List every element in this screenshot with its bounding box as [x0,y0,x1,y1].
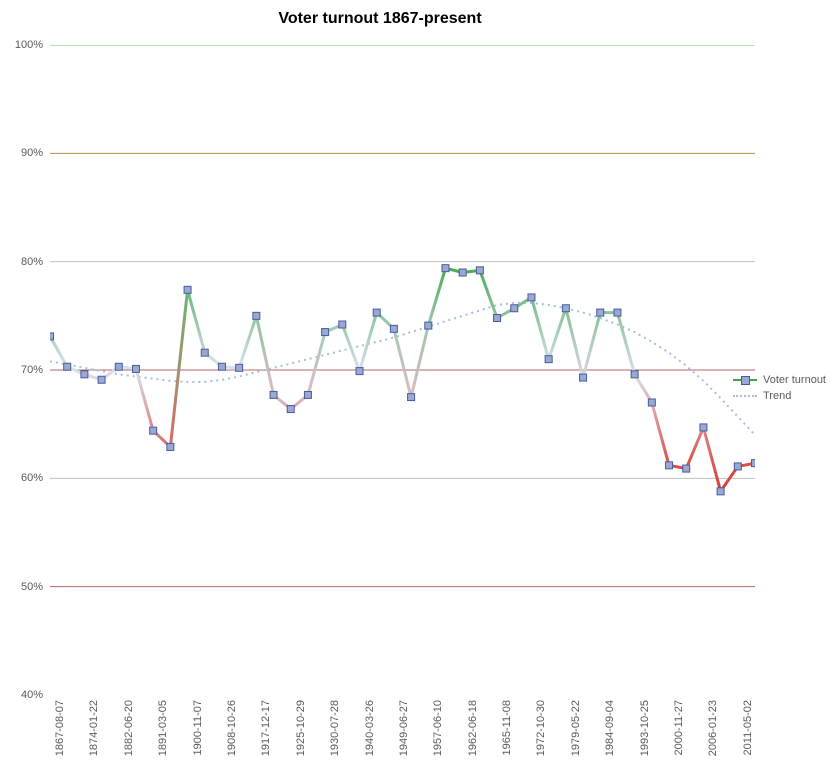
plot-area: 40%50%60%70%80%90%100%1867-08-071874-01-… [50,45,755,695]
data-marker [64,363,71,370]
data-marker [287,406,294,413]
legend-marker [741,376,750,385]
legend-item-trend: Trend [733,390,826,402]
data-marker [666,462,673,469]
y-axis-label: 80% [3,256,43,268]
y-axis-label: 90% [3,147,43,159]
x-axis-label: 2006-01-23 [707,700,719,756]
data-marker [390,325,397,332]
legend-swatch-series [733,379,757,381]
data-marker [717,488,724,495]
y-axis-label: 100% [3,39,43,51]
data-marker [184,286,191,293]
data-marker [322,329,329,336]
data-marker [597,309,604,316]
y-axis-label: 50% [3,581,43,593]
legend-swatch-trend [733,395,757,397]
x-axis-label: 1874-01-22 [88,700,100,756]
x-axis-label: 2011-05-02 [742,700,754,755]
data-marker [614,309,621,316]
y-axis-label: 40% [3,689,43,701]
x-axis-label: 1867-08-07 [54,700,66,756]
data-marker [545,356,552,363]
x-axis-label: 1908-10-26 [226,700,238,756]
data-marker [425,322,432,329]
x-axis-label: 1949-06-27 [398,700,410,756]
y-axis-label: 60% [3,472,43,484]
x-axis-label: 1900-11-07 [192,700,204,755]
data-marker [98,376,105,383]
data-marker [373,309,380,316]
data-marker [580,374,587,381]
x-axis-label: 1965-11-08 [501,700,513,755]
data-marker [476,267,483,274]
chart-svg [50,45,755,695]
data-marker [270,391,277,398]
data-marker [115,363,122,370]
legend-item-series: Voter turnout [733,374,826,386]
data-marker [648,399,655,406]
legend-label-trend: Trend [763,390,791,402]
data-marker [218,363,225,370]
x-axis-label: 1979-05-22 [570,700,582,756]
legend-label-series: Voter turnout [763,374,826,386]
data-marker [528,294,535,301]
x-axis-label: 1917-12-17 [260,700,272,756]
y-axis-label: 70% [3,364,43,376]
data-marker [253,312,260,319]
data-marker [683,465,690,472]
x-axis-label: 1972-10-30 [535,700,547,756]
x-axis-label: 2000-11-27 [673,700,685,755]
data-marker [752,460,756,467]
data-marker [81,371,88,378]
x-axis-label: 1962-06-18 [467,700,479,756]
x-axis-label: 1930-07-28 [329,700,341,756]
data-marker [700,424,707,431]
x-axis-label: 1957-06-10 [432,700,444,756]
data-marker [631,371,638,378]
data-marker [408,394,415,401]
data-marker [236,364,243,371]
x-axis-label: 1925-10-29 [295,700,307,756]
data-marker [511,305,518,312]
data-marker [150,427,157,434]
data-marker [167,443,174,450]
data-marker [562,305,569,312]
x-axis-label: 1993-10-25 [639,700,651,756]
data-marker [494,315,501,322]
data-marker [734,463,741,470]
data-marker [339,321,346,328]
x-axis-label: 1891-03-05 [157,700,169,756]
x-axis-label: 1882-06-20 [123,700,135,756]
data-marker [442,265,449,272]
data-marker [304,391,311,398]
chart-container: Voter turnout 1867-present 40%50%60%70%8… [0,0,831,781]
x-axis-label: 1940-03-26 [364,700,376,756]
data-marker [356,368,363,375]
data-marker [50,333,54,340]
data-marker [201,349,208,356]
data-marker [132,365,139,372]
legend: Voter turnout Trend [733,370,826,406]
data-marker [459,269,466,276]
x-axis-label: 1984-09-04 [604,700,616,756]
chart-title: Voter turnout 1867-present [0,10,760,28]
